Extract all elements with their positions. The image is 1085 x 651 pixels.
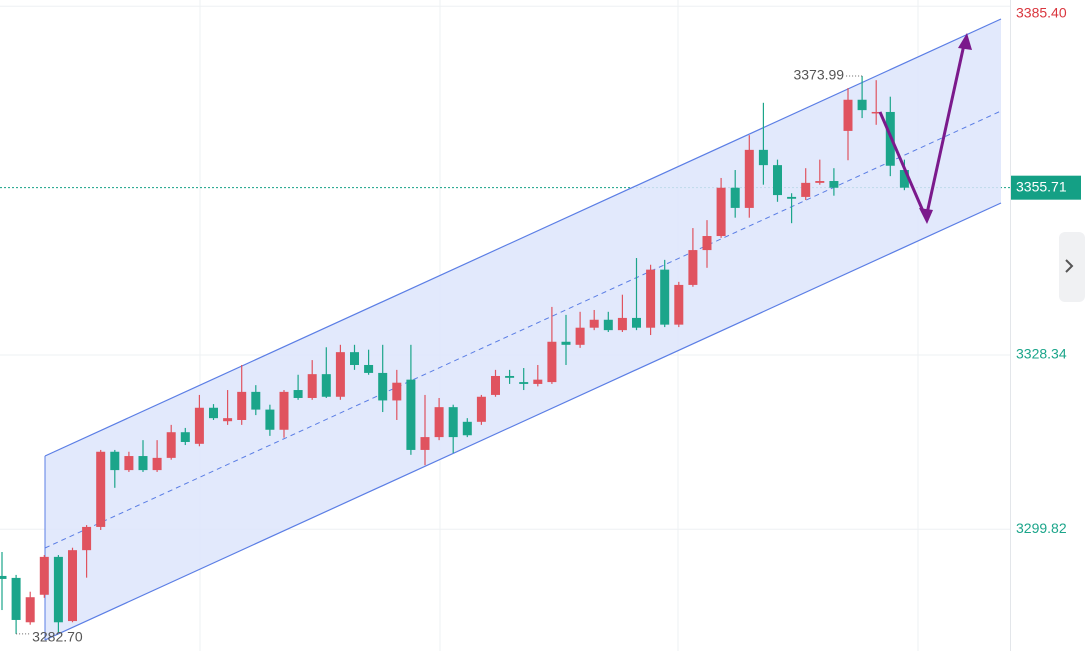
candle-body	[194, 407, 204, 444]
candle-body	[138, 456, 148, 471]
candle-body	[152, 457, 162, 471]
candle-body	[321, 374, 331, 397]
candle-body	[279, 391, 289, 430]
candle-body	[801, 182, 811, 197]
y-tick-label: 3385.40	[1016, 5, 1067, 21]
candle-body	[505, 375, 515, 378]
candle-body	[364, 364, 374, 373]
candle-body	[660, 269, 670, 325]
arrow-head	[958, 33, 972, 50]
channel-lower	[44, 202, 1002, 641]
candle-body	[68, 550, 77, 622]
overlay: 3385.40 3328.34 3299.82 3355.71 3373.99 3282.…	[16, 5, 1085, 645]
candle-body	[350, 352, 359, 365]
candle-body	[11, 577, 21, 620]
candle-body	[533, 379, 543, 384]
last-price-box	[1011, 175, 1081, 200]
candle-body	[110, 451, 120, 471]
candle-body	[293, 390, 303, 398]
candle-body	[617, 317, 627, 331]
candle-body	[716, 187, 726, 237]
candle-body	[96, 451, 106, 527]
annotation-label: 3373.99	[793, 67, 844, 83]
candle-body	[448, 407, 458, 438]
candle-body	[265, 409, 275, 430]
candle-body	[829, 181, 839, 188]
price-channel	[44, 18, 1002, 641]
candle-body	[547, 341, 557, 383]
candle-body	[899, 170, 909, 188]
candle-body	[25, 597, 35, 623]
candle-body	[744, 149, 754, 208]
candle-body	[420, 437, 430, 450]
candle-body	[491, 375, 500, 395]
candle-body	[815, 181, 825, 183]
channel-mid	[44, 110, 1002, 549]
annotation-label: 3282.70	[32, 629, 83, 645]
candle-body	[758, 149, 768, 166]
candle-body	[53, 556, 63, 623]
chevron-icon	[1065, 259, 1074, 273]
candle-body	[561, 341, 571, 345]
candle-body	[476, 396, 486, 422]
candle-body	[223, 418, 233, 422]
candle-body	[434, 407, 444, 438]
candle-body	[843, 99, 853, 131]
candle-body	[787, 196, 797, 199]
candle-body	[575, 327, 585, 345]
candle-body	[335, 352, 345, 397]
candle-body	[519, 382, 529, 384]
candle-body	[237, 391, 247, 420]
candle-body	[124, 456, 134, 471]
arrow-head	[919, 208, 933, 224]
candle-body	[462, 421, 472, 436]
candle-body	[82, 526, 92, 551]
candle-body	[871, 111, 881, 114]
candle-body	[589, 319, 599, 328]
candle-body	[392, 382, 402, 401]
candles	[0, 75, 909, 634]
candle-body	[646, 269, 656, 328]
candle-body	[773, 165, 782, 196]
candle-body	[378, 372, 388, 401]
y-tick-label: 3299.82	[1016, 520, 1067, 536]
y-tick-label: 3328.34	[1016, 346, 1067, 362]
candle-body	[251, 391, 261, 410]
candle-body	[406, 379, 416, 450]
candle-body	[307, 374, 317, 398]
candle-body	[0, 575, 7, 579]
candle-body	[209, 407, 218, 419]
candle-body	[730, 187, 740, 208]
candle-body	[632, 317, 641, 328]
candle-body	[39, 556, 49, 595]
last-price-label: 3355.71	[1016, 178, 1067, 194]
candle-body	[688, 250, 698, 285]
candle-body	[702, 236, 712, 251]
candle-body	[674, 284, 684, 325]
candle-body	[857, 99, 867, 111]
candle-body	[603, 319, 613, 331]
channel-upper	[44, 18, 1002, 457]
candle-body	[166, 432, 176, 458]
candle-body	[180, 432, 190, 442]
